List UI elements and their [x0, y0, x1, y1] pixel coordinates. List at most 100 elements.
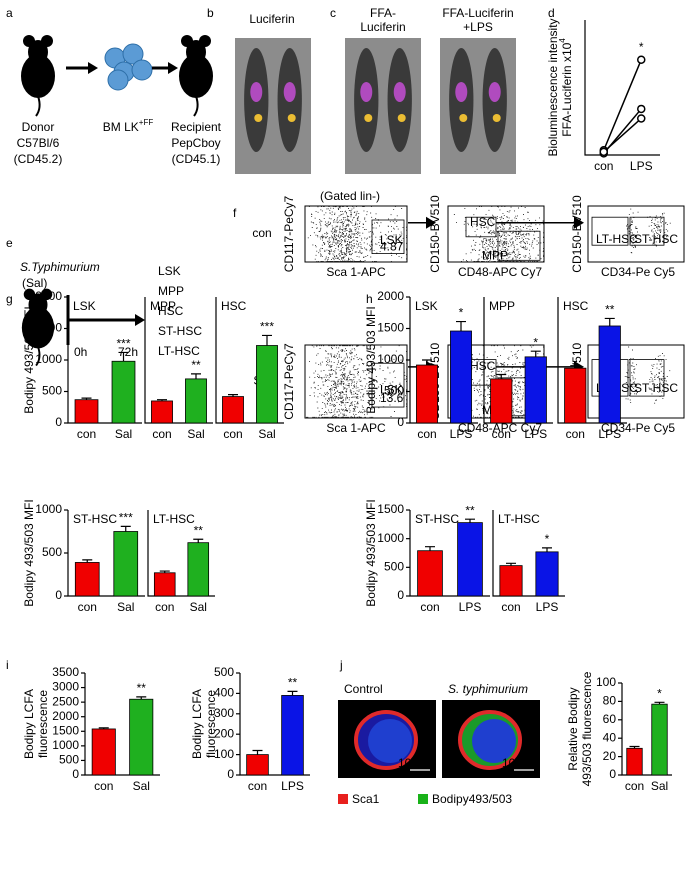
error-bar — [496, 373, 507, 379]
significance-label: *** — [119, 511, 133, 525]
error-bar — [120, 525, 131, 532]
mouse-ear — [41, 35, 53, 47]
y-tick-label: 0 — [55, 415, 62, 429]
signal-spot — [364, 114, 373, 122]
subplot-title: HSC — [221, 299, 247, 313]
flow-axis-label: CD34-Pe Cy5 — [601, 421, 675, 435]
flow-events — [306, 345, 407, 418]
cell-icon — [122, 43, 144, 65]
mouse-tail — [35, 346, 41, 367]
error-bar — [82, 559, 93, 563]
x-tick-label: con — [566, 427, 585, 441]
y-axis-label: fluorescence — [36, 690, 50, 758]
image-title: FFA- — [370, 6, 396, 20]
flow-axis-label: CD48-APC Cy7 — [458, 265, 542, 279]
y-tick-label: 1000 — [377, 352, 404, 366]
population-label: MPP — [158, 284, 184, 298]
panel-letter: i — [6, 658, 9, 672]
panel-letter: c — [330, 6, 336, 20]
axis-line — [584, 20, 660, 156]
gate-label: MPP — [482, 249, 508, 263]
x-tick-label: con — [492, 427, 511, 441]
y-tick-label: 80 — [603, 694, 617, 708]
x-tick-label: LPS — [598, 427, 621, 441]
y-tick-label: 2500 — [52, 694, 79, 708]
significance-label: *** — [260, 320, 274, 334]
error-bar — [425, 546, 435, 551]
cells-text-main: BM LK — [103, 120, 139, 134]
subplot-title: MPP — [489, 299, 515, 313]
population-label: ST-HSC — [158, 324, 202, 338]
signal-spot — [492, 114, 501, 122]
x-tick-label: Sal — [258, 427, 275, 441]
subplot-title: LT-HSC — [498, 512, 540, 526]
bar — [417, 550, 443, 597]
subplot-title: LSK — [415, 299, 438, 313]
bar — [246, 754, 269, 776]
y-tick-label: 500 — [42, 384, 62, 398]
y-tick-label: 0 — [227, 767, 234, 781]
data-point — [637, 104, 646, 114]
error-bar — [654, 701, 665, 705]
bar — [564, 367, 587, 424]
bar — [281, 695, 304, 776]
y-tick-label: 0 — [55, 588, 62, 602]
y-axis-label: Relative Bodipy — [566, 687, 580, 770]
population-label: HSC — [158, 304, 184, 318]
y-axis-label: FFA-Luciferin x104 — [558, 38, 574, 137]
x-tick-label: con — [77, 427, 96, 441]
row-label: con — [252, 226, 271, 240]
signal-spot — [254, 114, 263, 122]
error-bar — [159, 570, 170, 573]
signal-spot — [488, 82, 501, 102]
error-bar — [157, 399, 167, 401]
flow-plot — [587, 205, 685, 263]
y-tick-label: 0 — [397, 588, 404, 602]
legend-swatch — [338, 794, 348, 804]
y-tick-label: 500 — [59, 753, 79, 767]
y-tick-label: 1000 — [377, 531, 404, 545]
bar — [153, 572, 176, 597]
x-tick-label: Sal — [651, 779, 668, 793]
flow-axis-label: CD117-PeCy7 — [282, 195, 296, 272]
bar — [91, 728, 116, 776]
x-tick-label: con — [94, 779, 113, 793]
mouse-tail — [193, 95, 199, 117]
y-tick-label: 500 — [384, 560, 404, 574]
gate-note: (Gated lin-) — [320, 189, 380, 203]
significance-label: ** — [194, 523, 204, 537]
gate-label: HSC — [470, 359, 496, 373]
x-tick-label: LPS — [450, 427, 473, 441]
x-tick-label: Sal — [190, 600, 207, 614]
y-axis-label-main: FFA-Luciferin x10 — [560, 42, 574, 136]
recipient-text: (CD45.1) — [172, 152, 221, 166]
significance-label: ** — [605, 303, 615, 317]
y-tick-label: 0 — [609, 767, 616, 781]
y-tick-label: 1500 — [377, 502, 404, 516]
image-title: +LPS — [463, 20, 493, 34]
flow-axis-label: Sca 1-APC — [326, 421, 386, 435]
y-tick-label: 2000 — [377, 289, 404, 303]
bar — [151, 400, 173, 424]
panel-letter: g — [6, 292, 13, 306]
bar — [416, 364, 438, 424]
subplot-title: ST-HSC — [73, 512, 117, 526]
signal-spot — [360, 82, 373, 102]
bar — [524, 356, 547, 424]
y-axis-label: Bodipy LCFA — [22, 689, 36, 759]
x-tick-label: con — [78, 600, 97, 614]
image-title: Control — [344, 682, 383, 696]
bar — [598, 325, 621, 424]
flow-axis-label: CD150-BV510 — [570, 195, 584, 273]
y-tick-label: 1000 — [52, 738, 79, 752]
y-tick-label: 100 — [596, 675, 616, 689]
bar — [450, 330, 472, 424]
significance-label: * — [533, 335, 538, 349]
error-bar — [262, 334, 272, 346]
bar — [651, 703, 668, 776]
error-bar — [287, 690, 298, 696]
bar — [256, 345, 278, 424]
mouse-icon — [21, 35, 55, 117]
x-tick-label: LPS — [630, 159, 653, 173]
arrow-head — [88, 62, 98, 74]
